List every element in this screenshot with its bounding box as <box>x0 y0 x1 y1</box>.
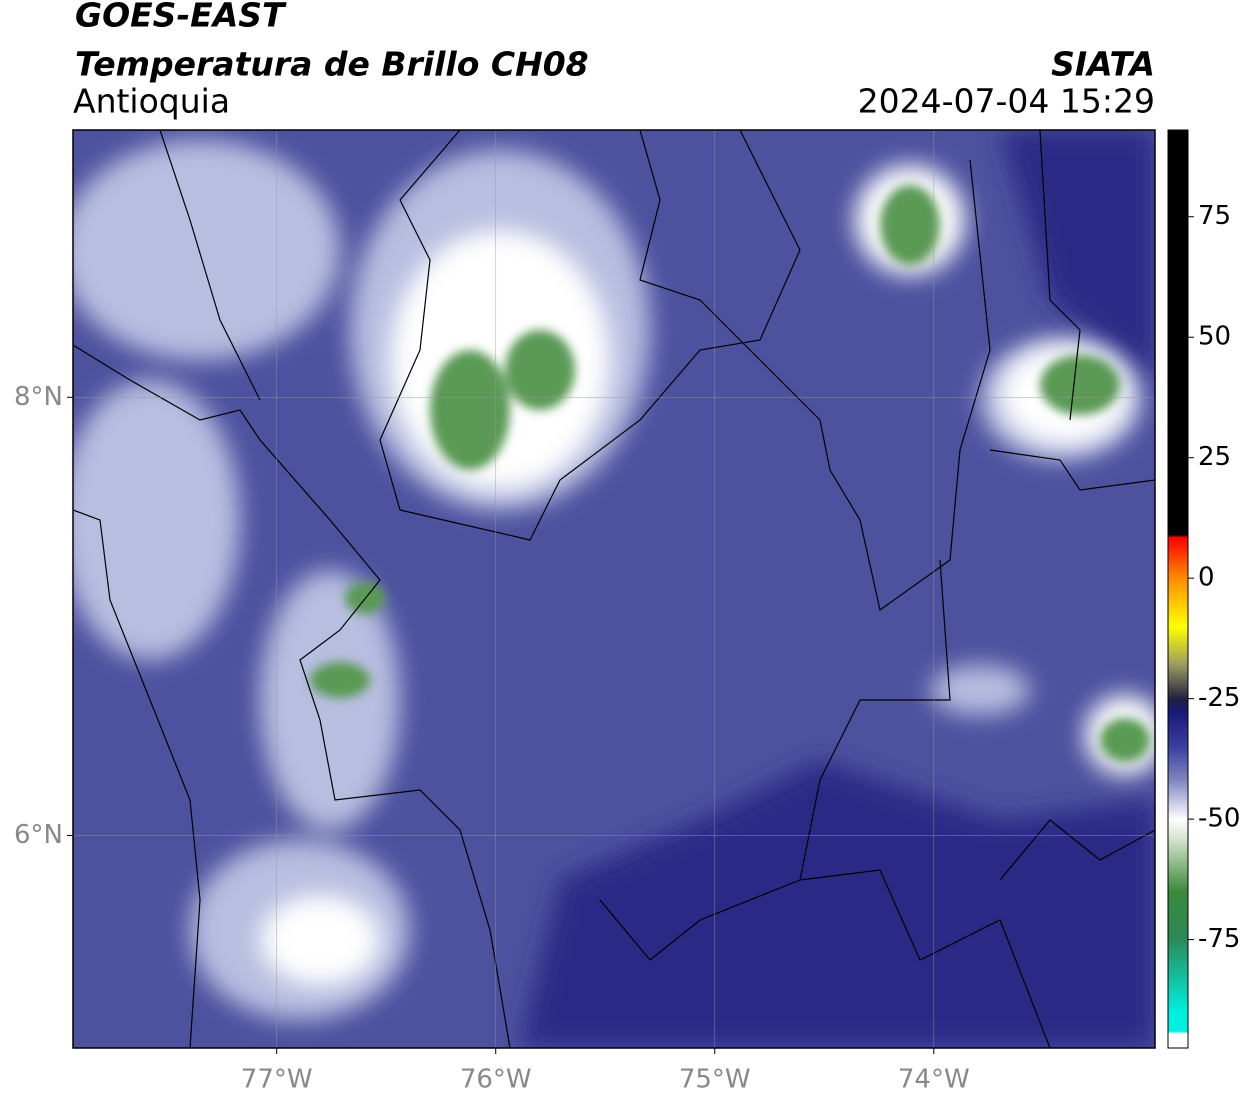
x-tick-label: 76°W <box>460 1065 532 1095</box>
x-tick-label: 75°W <box>679 1065 751 1095</box>
colorbar-segment <box>1168 537 1188 579</box>
colorbar-tick-label: 50 <box>1198 322 1231 352</box>
colorbar-segment <box>1168 698 1188 714</box>
timestamp: 2024-07-04 15:29 <box>858 82 1155 121</box>
map-frame <box>72 129 1156 1049</box>
y-tick-label: 8°N <box>14 382 63 412</box>
region-label: Antioquia <box>73 82 230 121</box>
satellite-title: GOES-EAST <box>75 0 287 35</box>
x-tick-label: 74°W <box>898 1065 970 1095</box>
colorbar-frame <box>1167 129 1189 1049</box>
colorbar-tick-label: 0 <box>1198 563 1215 593</box>
colorbar-segment <box>1168 130 1188 536</box>
colorbar-segment <box>1168 534 1188 538</box>
colorbar-tick-label: -50 <box>1198 804 1240 834</box>
y-tick-label: 6°N <box>14 820 63 850</box>
colorbar-segment <box>1168 819 1188 844</box>
colorbar-tick-label: 25 <box>1198 442 1231 472</box>
product-title: Temperatura de Brillo CH08 <box>75 45 589 84</box>
colorbar-tick-label: 75 <box>1198 201 1231 231</box>
colorbar-segment <box>1168 746 1188 782</box>
colorbar-segment <box>1168 713 1188 748</box>
map-image <box>73 130 1155 1048</box>
colorbar-tick-label: -25 <box>1198 683 1240 713</box>
colorbar-segment <box>1168 780 1188 820</box>
colorbar-segment <box>1168 578 1188 627</box>
colorbar-segment <box>1168 664 1188 700</box>
colorbar-segment <box>1168 891 1188 941</box>
colorbar-segment <box>1168 626 1188 666</box>
x-tick-label: 77°W <box>241 1065 313 1095</box>
colorbar-segment <box>1168 939 1188 1013</box>
colorbar-segment <box>1168 1031 1188 1035</box>
colorbar-segment <box>1168 1033 1188 1049</box>
colorbar-tick-label: -75 <box>1198 924 1240 954</box>
colorbar-segment <box>1168 1011 1188 1032</box>
colorbar-segment <box>1168 843 1188 892</box>
source-label: SIATA <box>1051 45 1155 84</box>
